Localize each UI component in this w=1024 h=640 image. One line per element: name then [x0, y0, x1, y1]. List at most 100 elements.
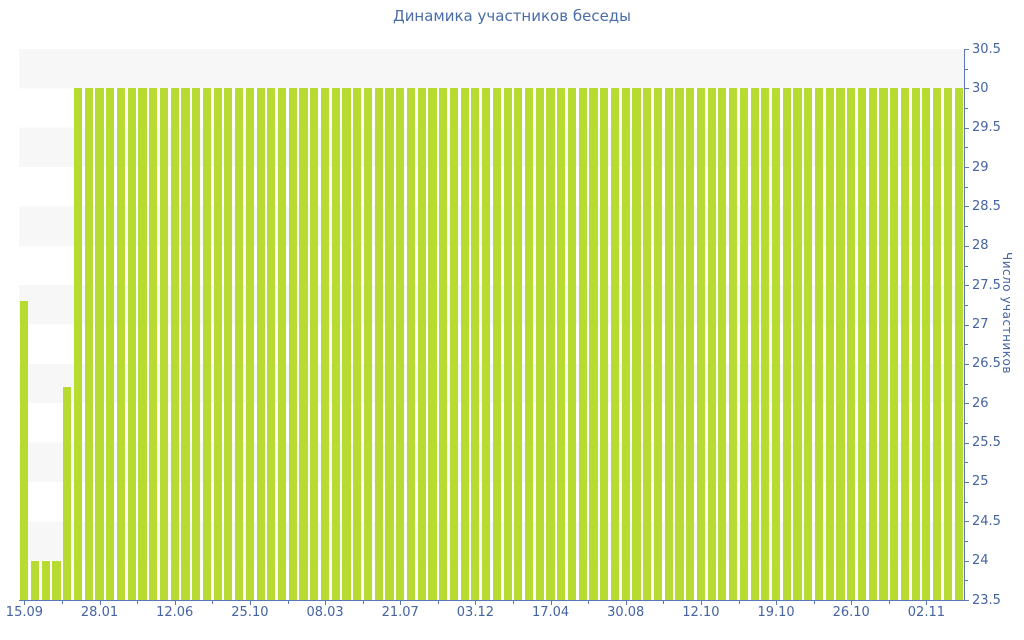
bar	[52, 560, 61, 600]
bar	[449, 88, 458, 600]
y-axis-minor-tick	[965, 265, 968, 267]
bar	[911, 88, 920, 600]
y-axis-tick	[965, 324, 969, 326]
y-axis-minor-tick	[965, 186, 968, 188]
bar	[353, 88, 362, 600]
bar	[771, 88, 781, 600]
y-axis-tick-label: 28.5	[972, 198, 1001, 214]
x-axis-tick	[24, 601, 26, 605]
bar	[879, 88, 888, 600]
x-axis-tick	[926, 601, 928, 605]
bar	[224, 88, 233, 600]
bar	[460, 88, 469, 600]
x-axis-tick-label: 28.01	[80, 605, 119, 620]
y-axis-tick-label: 30	[972, 80, 989, 96]
y-axis-tick	[965, 442, 969, 444]
y-axis-tick-label: 23.5	[972, 592, 1001, 608]
bar	[643, 88, 652, 600]
y-axis-tick	[965, 403, 969, 405]
x-axis-tick-label: 30.08	[607, 605, 645, 620]
bar	[417, 88, 426, 600]
y-axis-tick-label: 25	[972, 474, 989, 490]
y-axis-minor-tick	[965, 304, 968, 306]
bar	[331, 88, 340, 600]
bar	[84, 88, 93, 600]
y-axis-tick-label: 29	[972, 159, 989, 175]
bar	[890, 88, 899, 600]
bar	[149, 88, 158, 600]
y-axis-tick	[965, 206, 969, 208]
x-axis-minor-tick	[513, 601, 514, 604]
y-axis-minor-tick	[965, 226, 968, 228]
y-axis-title: Число участников	[1000, 252, 1014, 374]
x-axis-minor-tick	[212, 601, 214, 604]
bar	[235, 88, 244, 600]
x-axis-tick	[99, 601, 101, 605]
y-axis-tick	[965, 49, 969, 50]
bar	[696, 88, 705, 600]
x-axis-tick-label: 25.10	[231, 605, 269, 620]
y-axis-line	[964, 49, 965, 601]
bar	[589, 88, 598, 600]
bar	[159, 88, 169, 600]
bar	[825, 88, 834, 600]
bar	[868, 88, 877, 600]
x-axis-tick	[776, 601, 778, 605]
bar	[664, 88, 673, 600]
x-axis-tick	[325, 601, 327, 605]
bar	[116, 88, 126, 600]
y-axis-minor-tick	[965, 383, 968, 385]
x-axis-tick-label: 08.03	[306, 605, 344, 620]
bar	[900, 88, 910, 600]
x-axis-tick-label: 02.11	[907, 605, 945, 620]
x-axis-tick	[625, 601, 627, 605]
bar	[127, 88, 136, 600]
x-axis-minor-tick	[663, 601, 665, 604]
x-axis-tick	[249, 601, 251, 605]
bar	[600, 88, 609, 600]
bar	[954, 88, 963, 600]
bar	[524, 88, 534, 600]
bar	[557, 88, 566, 600]
bar	[406, 88, 416, 600]
bar	[578, 88, 587, 600]
x-axis-minor-tick	[437, 601, 439, 604]
bar	[632, 88, 641, 600]
y-axis-minor-tick	[965, 462, 968, 464]
y-axis-minor-tick	[965, 580, 968, 582]
y-axis-minor-tick	[965, 501, 968, 503]
x-axis-minor-tick	[137, 601, 139, 604]
bar	[63, 387, 72, 600]
x-axis-tick-label: 15.09	[5, 605, 44, 620]
bar	[686, 88, 695, 600]
y-axis-tick-label: 26	[972, 395, 989, 411]
x-axis-minor-tick	[813, 601, 815, 604]
bar	[857, 88, 867, 600]
x-axis-tick	[475, 601, 477, 605]
bar	[170, 88, 179, 600]
bar	[621, 88, 630, 600]
y-axis-tick-label: 26.5	[972, 356, 1001, 372]
x-axis-tick-label: 26.10	[832, 605, 870, 620]
bar	[836, 88, 845, 600]
bar	[514, 88, 523, 600]
bar	[739, 88, 748, 600]
y-axis-tick	[965, 521, 969, 523]
bar	[535, 88, 544, 600]
bar	[847, 88, 856, 600]
y-axis-tick	[965, 363, 969, 365]
x-axis-line	[19, 600, 965, 601]
bar	[503, 88, 512, 600]
y-axis-minor-tick	[965, 344, 968, 346]
x-axis-minor-tick	[362, 601, 364, 604]
x-axis-tick	[174, 601, 176, 605]
x-axis-tick-label: 17.04	[531, 605, 570, 620]
x-axis-minor-tick	[888, 601, 890, 604]
x-axis-tick-label: 12.10	[682, 605, 720, 620]
x-axis-minor-tick	[588, 601, 590, 604]
bar	[482, 88, 491, 600]
y-axis-minor-tick	[965, 422, 968, 424]
x-axis-tick-label: 19.10	[757, 605, 795, 620]
bar	[729, 88, 738, 600]
y-axis-minor-tick	[965, 68, 968, 70]
